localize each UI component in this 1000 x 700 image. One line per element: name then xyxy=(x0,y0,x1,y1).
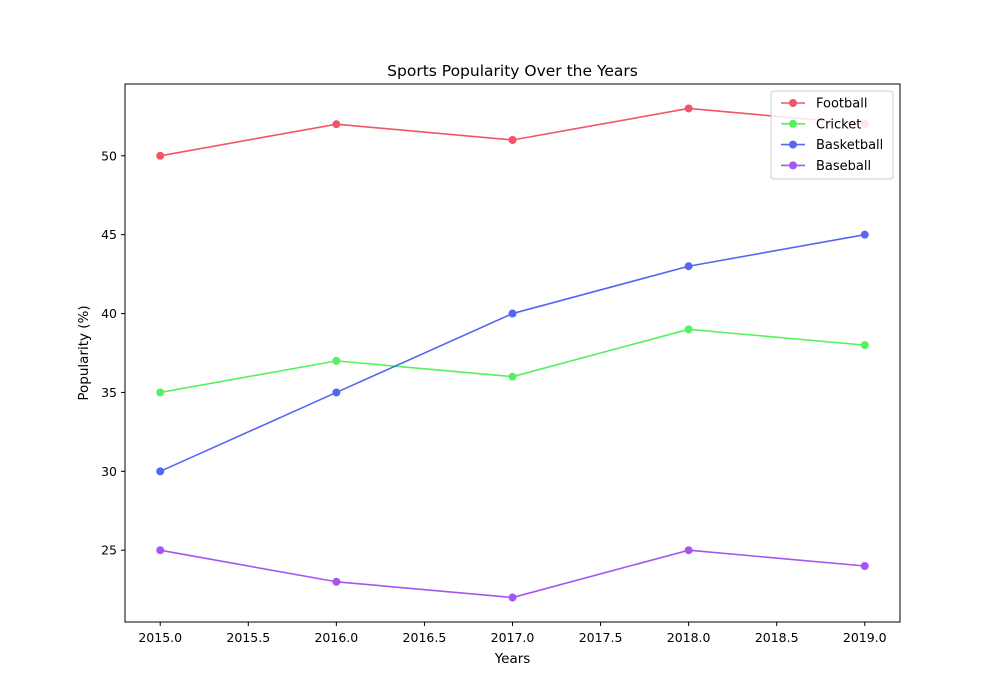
data-point-basketball xyxy=(332,388,341,397)
x-tick-label: 2018.0 xyxy=(667,630,711,645)
x-tick-label: 2016.5 xyxy=(403,630,447,645)
x-tick-label: 2018.5 xyxy=(755,630,799,645)
x-tick-label: 2017.0 xyxy=(491,630,535,645)
data-point-basketball xyxy=(156,467,165,476)
data-point-baseball xyxy=(332,577,341,586)
legend-label-cricket: Cricket xyxy=(816,117,861,132)
legend-label-baseball: Baseball xyxy=(816,159,871,174)
legend-box xyxy=(770,90,894,180)
data-point-basketball xyxy=(508,309,517,318)
legend-marker-basketball xyxy=(789,140,797,149)
data-point-baseball xyxy=(684,546,693,555)
data-point-cricket xyxy=(508,372,517,381)
y-axis-ticks: 25 30 35 40 45 50 xyxy=(101,148,125,558)
x-tick-label: 2015.0 xyxy=(138,630,182,645)
data-point-football xyxy=(508,136,517,145)
data-point-basketball xyxy=(860,230,869,239)
chart-title: Sports Popularity Over the Years xyxy=(387,62,638,80)
x-tick-label: 2015.5 xyxy=(226,630,270,645)
y-tick-label: 25 xyxy=(101,543,117,558)
data-point-basketball xyxy=(684,262,693,271)
legend-marker-football xyxy=(789,99,797,107)
data-point-cricket xyxy=(860,341,869,350)
legend-label-football: Football xyxy=(816,97,867,112)
data-point-baseball xyxy=(860,561,869,570)
x-tick-label: 2017.5 xyxy=(579,630,623,645)
x-tick-label: 2019.0 xyxy=(843,630,887,645)
y-tick-label: 35 xyxy=(101,385,117,400)
data-point-football xyxy=(684,104,693,113)
x-axis-label: Years xyxy=(494,651,531,667)
data-point-cricket xyxy=(684,325,693,334)
legend-marker-cricket xyxy=(789,119,797,128)
y-tick-label: 30 xyxy=(101,464,117,479)
y-tick-label: 40 xyxy=(101,306,117,321)
y-tick-label: 50 xyxy=(101,148,117,163)
legend-items: Football Cricket Basketball Baseball xyxy=(781,97,883,174)
y-axis-label: Popularity (%) xyxy=(76,305,92,400)
data-point-baseball xyxy=(156,546,165,555)
x-tick-label: 2016.0 xyxy=(314,630,358,645)
data-point-football xyxy=(332,120,341,129)
data-point-cricket xyxy=(156,388,165,397)
data-point-cricket xyxy=(332,356,341,365)
legend-label-basketball: Basketball xyxy=(816,138,883,153)
data-point-baseball xyxy=(508,593,517,602)
y-tick-label: 45 xyxy=(101,227,117,242)
x-axis-ticks: 2015.0 2015.5 2016.0 2016.5 2017.0 2017.5 2018… xyxy=(138,622,887,645)
legend: Football Cricket Basketball Baseball xyxy=(770,90,894,180)
data-point-football xyxy=(156,151,165,160)
legend-marker-baseball xyxy=(789,161,797,170)
